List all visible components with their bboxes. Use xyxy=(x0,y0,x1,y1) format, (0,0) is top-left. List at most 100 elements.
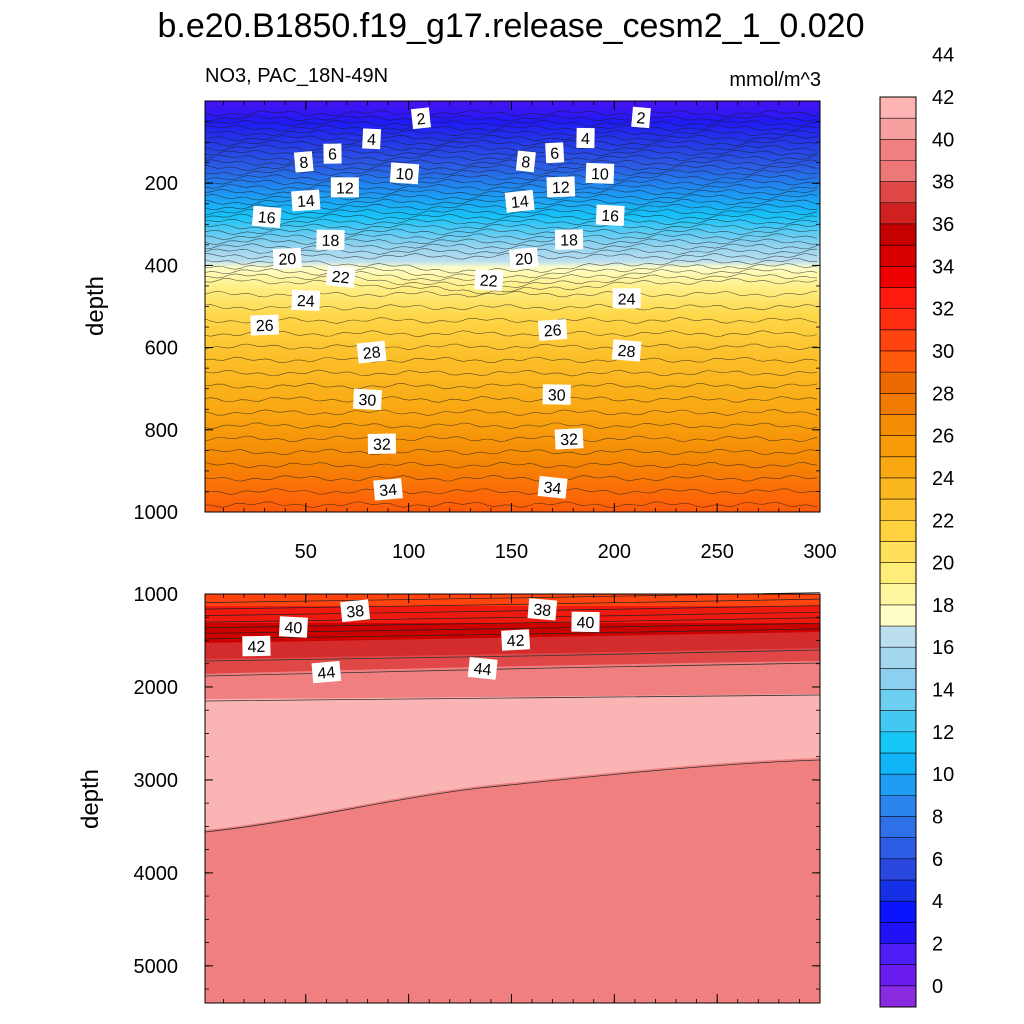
colorbar-swatch xyxy=(880,668,916,691)
contour-label-text: 14 xyxy=(296,193,315,211)
contour-line xyxy=(204,396,818,403)
contour-line xyxy=(204,422,818,430)
contour-label: 34 xyxy=(373,478,403,501)
contour-line xyxy=(204,258,818,274)
y-tick-label: 4000 xyxy=(134,863,179,885)
contour-label-text: 16 xyxy=(601,208,620,226)
contour-label-box xyxy=(474,269,504,292)
contour-label-text: 42 xyxy=(506,633,525,651)
contour-label-box xyxy=(291,289,321,311)
contour-label-text: 4 xyxy=(367,132,377,149)
contour-label-text: 12 xyxy=(552,180,570,198)
contour-label-text: 2 xyxy=(416,111,427,129)
colorbar-tick-label: 2 xyxy=(932,934,943,956)
contour-label: 30 xyxy=(542,384,571,405)
contour-label-box xyxy=(571,611,600,633)
colorbar-swatch xyxy=(880,858,916,881)
contour-line xyxy=(204,273,818,289)
contour-label-box xyxy=(554,229,584,250)
contour-line xyxy=(204,435,818,443)
contour-label-box xyxy=(316,229,345,251)
contour-label: 8 xyxy=(293,151,314,173)
contour-line xyxy=(204,208,818,216)
contour-label-box xyxy=(537,475,568,499)
contour-label-text: 28 xyxy=(617,343,636,361)
contour-line xyxy=(204,461,818,469)
y-tick-label: 400 xyxy=(145,255,178,277)
contour-label-box xyxy=(508,247,539,270)
contour-line xyxy=(204,605,821,617)
contour-label: 20 xyxy=(508,247,539,270)
contour-label-text: 38 xyxy=(533,602,552,620)
contour-line xyxy=(204,110,818,117)
contour-line xyxy=(204,409,818,416)
colorbar-swatch xyxy=(880,604,916,627)
contour-line xyxy=(204,129,818,137)
contour-line xyxy=(204,694,821,702)
lower-band-44 xyxy=(205,661,820,701)
contour-label: 38 xyxy=(340,599,371,623)
contour-label-box xyxy=(278,616,308,638)
contour-label: 4 xyxy=(576,127,595,149)
contour-label-box xyxy=(311,660,342,684)
colorbar-swatch xyxy=(880,795,916,818)
contour-label-box xyxy=(554,428,584,450)
contour-label-box xyxy=(410,107,431,130)
contour-line xyxy=(204,356,818,364)
contour-label: 28 xyxy=(356,340,387,364)
contour-line xyxy=(204,263,818,279)
colorbar-swatch xyxy=(880,880,916,902)
contour-label-text: 6 xyxy=(550,146,560,163)
contour-label-text: 8 xyxy=(299,154,309,172)
y-tick-label: 5000 xyxy=(134,956,179,978)
contour-label: 10 xyxy=(585,162,615,184)
contour-label-text: 34 xyxy=(543,479,563,498)
colorbar-tick-label: 28 xyxy=(932,383,954,405)
contour-label: 34 xyxy=(537,475,568,499)
contour-line xyxy=(204,277,818,295)
contour-line xyxy=(204,598,821,610)
colorbar-swatch xyxy=(880,414,916,437)
contour-label: 20 xyxy=(272,247,302,270)
colorbar-tick-label: 12 xyxy=(932,722,954,744)
contour-line xyxy=(204,474,818,482)
colorbar-tick-label: 18 xyxy=(932,595,954,617)
contour-line xyxy=(204,268,818,284)
contour-label-box xyxy=(515,150,536,173)
colorbar-swatch xyxy=(880,710,916,733)
colorbar-swatch xyxy=(880,245,916,267)
upper-x-axis: 50 100 150 200 250 300 xyxy=(223,101,837,563)
contour-label-text: 44 xyxy=(317,664,336,682)
colorbar-tick-label: 0 xyxy=(932,976,943,998)
contour-label: 40 xyxy=(571,611,600,633)
contour-line xyxy=(204,139,818,147)
colorbar-swatch xyxy=(880,97,916,119)
contour-label: 10 xyxy=(389,162,420,185)
contour-label: 12 xyxy=(330,177,359,198)
lower-y-axis: 1000 2000 3000 4000 5000 xyxy=(134,584,820,990)
colorbar-swatch xyxy=(880,562,916,585)
contour-label-text: 20 xyxy=(514,251,533,269)
contour-line xyxy=(204,383,818,390)
contour-line xyxy=(204,184,818,191)
contour-label-box xyxy=(527,598,558,621)
contour-line xyxy=(204,179,818,186)
contour-label-box xyxy=(467,656,498,680)
colorbar-swatch xyxy=(880,329,916,352)
contour-label-box xyxy=(293,151,314,173)
colorbar-swatch xyxy=(880,985,916,1008)
contour-line xyxy=(204,134,818,142)
x-tick-label: 100 xyxy=(392,541,425,563)
contour-label-box xyxy=(595,204,625,226)
contour-label: 44 xyxy=(311,660,342,684)
contour-label: 30 xyxy=(352,388,382,411)
contour-label: 14 xyxy=(291,189,321,212)
lower-band-43 xyxy=(205,648,820,676)
colorbar-swatch xyxy=(880,541,916,564)
colorbar-tick-label: 44 xyxy=(932,45,954,67)
contour-line xyxy=(204,330,818,337)
contour-line xyxy=(204,317,818,324)
contour-label-text: 2 xyxy=(636,110,646,128)
contour-label: 32 xyxy=(554,428,584,450)
colorbar-swatch xyxy=(880,964,916,987)
